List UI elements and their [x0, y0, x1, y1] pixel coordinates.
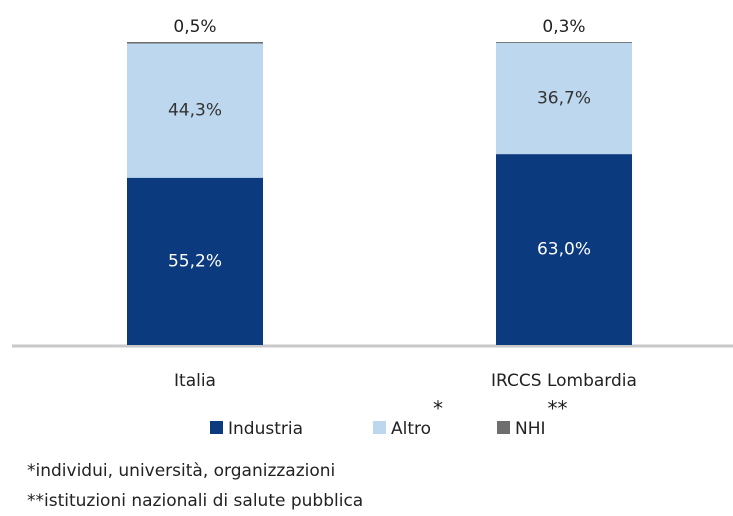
bar-segment: [496, 42, 632, 43]
bar-segment: [496, 42, 632, 155]
bar-segment: [127, 42, 263, 44]
data-label: 63,0%: [537, 240, 591, 260]
bar-segment: [496, 154, 632, 345]
data-label: 55,2%: [168, 251, 222, 271]
legend-swatch: [210, 421, 223, 434]
x-tick-label: Italia: [174, 371, 216, 391]
bar-segment: [127, 177, 263, 345]
legend-label: Industria: [228, 419, 303, 439]
legend-marker: *: [433, 397, 443, 421]
legend-label: Altro: [391, 419, 431, 439]
legend-swatch: [497, 421, 510, 434]
bar-segment: [127, 43, 263, 178]
footnote: **istituzioni nazionali di salute pubbli…: [27, 491, 363, 511]
x-tick-label: IRCCS Lombardia: [491, 371, 637, 391]
data-label: 0,5%: [173, 17, 216, 37]
footnote: *individui, università, organizzazioni: [27, 461, 335, 481]
data-label: 0,3%: [542, 17, 585, 37]
data-label: 44,3%: [168, 101, 222, 121]
legend-swatch: [373, 421, 386, 434]
data-label: 36,7%: [537, 89, 591, 109]
legend-marker: **: [548, 397, 568, 421]
legend-label: NHI: [515, 419, 546, 439]
